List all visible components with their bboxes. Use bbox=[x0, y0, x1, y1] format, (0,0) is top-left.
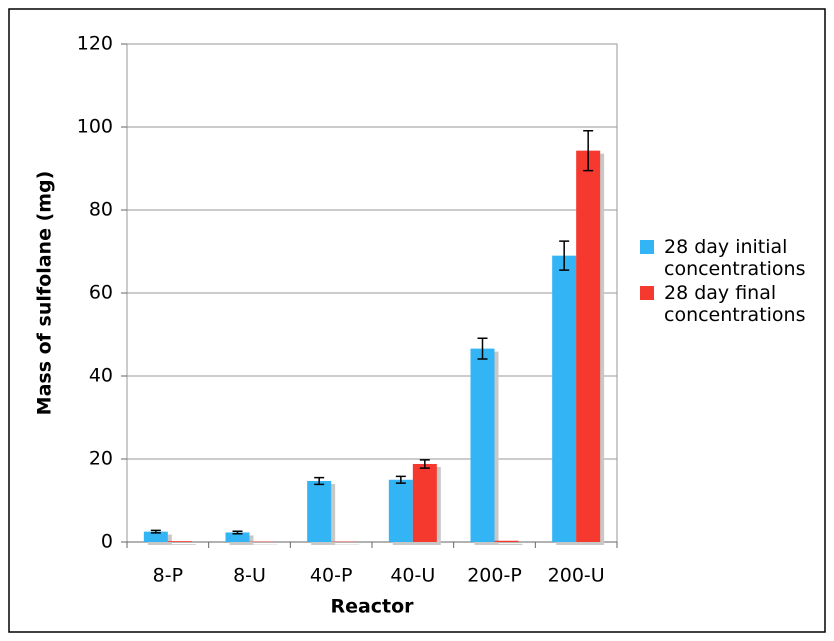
y-tick-label: 100 bbox=[77, 116, 113, 138]
error-bar bbox=[314, 476, 325, 486]
error-bar bbox=[559, 240, 570, 271]
bar bbox=[225, 532, 250, 542]
bar bbox=[494, 540, 519, 542]
x-tick-label: 40-P bbox=[310, 565, 353, 587]
error-bar bbox=[395, 475, 406, 484]
x-tick-label: 40-U bbox=[390, 565, 435, 587]
x-tick-label: 8-U bbox=[233, 565, 266, 587]
y-tick-label: 120 bbox=[77, 33, 113, 55]
x-axis-label: Reactor bbox=[330, 596, 414, 618]
y-tick-label: 0 bbox=[101, 531, 113, 553]
y-tick-label: 80 bbox=[89, 199, 113, 221]
bar bbox=[470, 348, 495, 542]
legend-label: 28 day initial concentrations bbox=[664, 236, 806, 280]
error-bar bbox=[419, 459, 430, 469]
bar bbox=[412, 463, 437, 542]
error-bar bbox=[477, 337, 488, 360]
bar-shadow bbox=[498, 543, 523, 545]
bar bbox=[307, 480, 332, 542]
error-bar bbox=[583, 129, 594, 172]
x-tick-label: 8-P bbox=[153, 565, 183, 587]
legend-swatch bbox=[640, 240, 654, 254]
x-tick-label: 200-U bbox=[548, 565, 605, 587]
legend-item: 28 day initial concentrations bbox=[640, 236, 830, 280]
error-bar bbox=[232, 530, 243, 535]
bar bbox=[388, 479, 413, 542]
x-tick-label: 200-P bbox=[467, 565, 522, 587]
bar-shadow bbox=[171, 544, 196, 545]
legend-item: 28 day final concentrations bbox=[640, 282, 830, 326]
y-tick-label: 60 bbox=[89, 282, 113, 304]
bar bbox=[552, 255, 577, 542]
legend-swatch bbox=[640, 286, 654, 300]
y-tick-label: 20 bbox=[89, 448, 113, 470]
legend: 28 day initial concentrations 28 day fina… bbox=[640, 236, 830, 328]
bar bbox=[576, 150, 601, 542]
bar bbox=[167, 541, 192, 542]
y-axis-label: Mass of sulfolane (mg) bbox=[34, 171, 56, 416]
error-bar bbox=[150, 529, 161, 534]
y-tick-label: 40 bbox=[89, 365, 113, 387]
legend-label: 28 day final concentrations bbox=[664, 282, 806, 326]
bar bbox=[143, 531, 168, 542]
frame bbox=[8, 8, 826, 633]
